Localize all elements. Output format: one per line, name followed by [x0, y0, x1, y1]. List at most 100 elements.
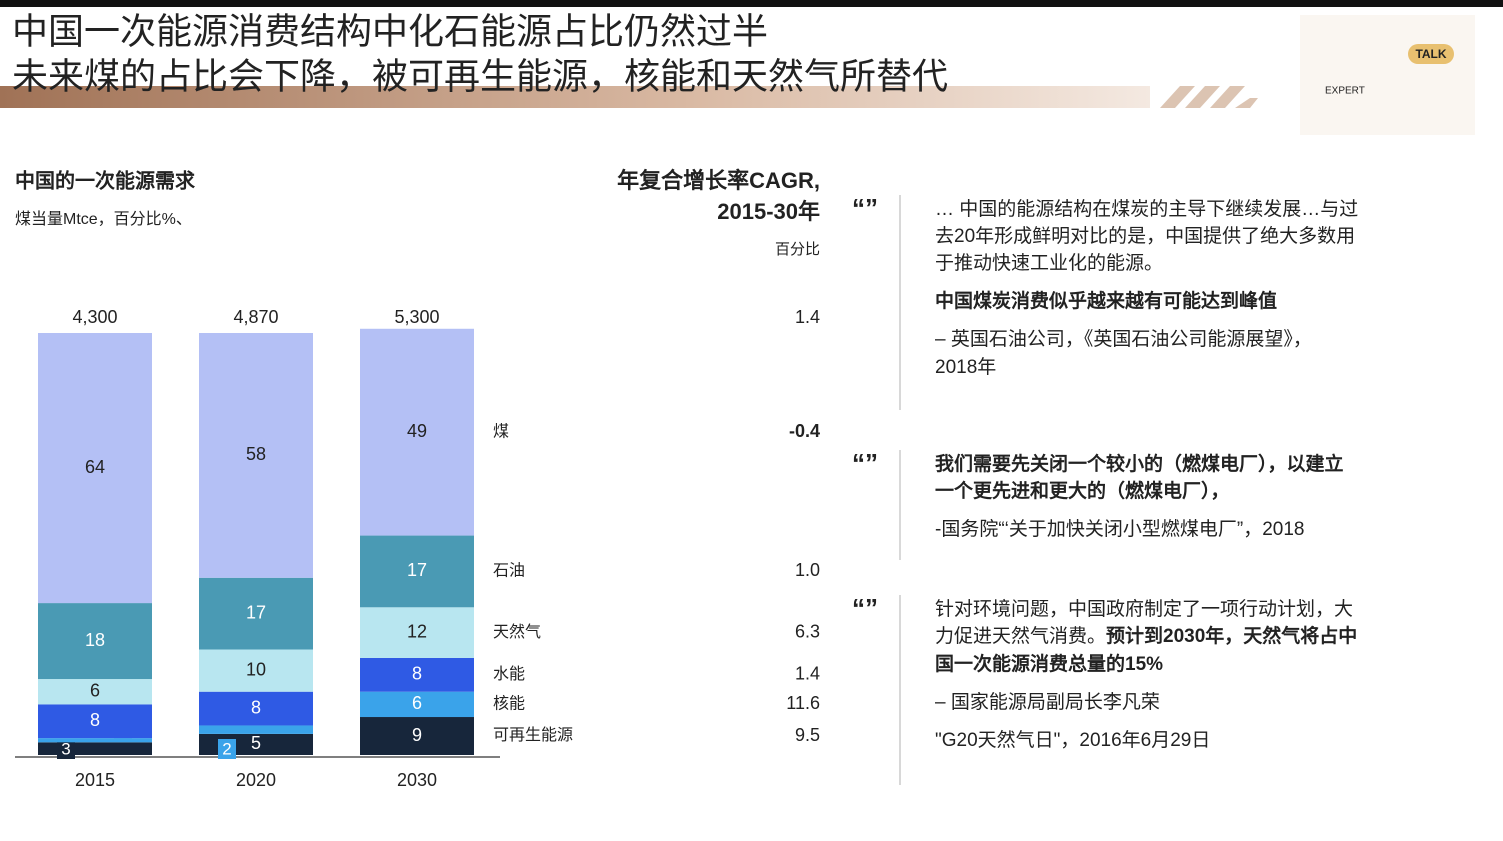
cagr-unit: 百分比	[775, 241, 820, 258]
cagr-value: 9.5	[795, 725, 820, 745]
quote-line: 力促进天然气消费。预计到2030年，天然气将占中	[935, 624, 1357, 647]
bar-segment	[38, 603, 152, 680]
quote-line: "G20天然气日"，2016年6月29日	[935, 729, 1210, 751]
quote-line: 国一次能源消费总量的15%	[935, 652, 1163, 675]
segment-label: 64	[85, 457, 105, 477]
total-label: 4,870	[233, 307, 278, 327]
bar-segment	[360, 535, 474, 608]
segment-label: 8	[90, 710, 100, 730]
svg-text:“”: “”	[852, 593, 878, 623]
top-strip	[0, 0, 1503, 7]
bar-segment	[38, 738, 152, 743]
logo-text: EXPERT	[1325, 86, 1365, 97]
cagr-title: 年复合增长率CAGR,	[617, 168, 820, 193]
cagr-value: -0.4	[789, 421, 820, 441]
quote-line: 中国煤炭消费似乎越来越有可能达到峰值	[935, 289, 1277, 312]
total-label: 5,300	[394, 307, 439, 327]
chart-title: 中国的一次能源需求	[15, 168, 196, 192]
quote-text: – 国家能源局副局长李凡荣	[935, 691, 1160, 713]
logo-badge	[1408, 44, 1454, 64]
chart-subtitle: 煤当量Mtce，百分比%、	[15, 210, 192, 228]
quote-line: – 英国石油公司，《英国石油公司能源展望》，	[935, 328, 1312, 350]
segment-label: 58	[246, 444, 266, 464]
quote-text: 2018年	[935, 356, 996, 378]
bar-segment	[38, 742, 152, 755]
segment-label: 17	[246, 602, 266, 622]
segment-label: 12	[407, 621, 427, 641]
segment-label: 6	[90, 680, 100, 700]
bar-segment	[360, 328, 474, 536]
quote-line: 去20年形成鲜明对比的是，中国提供了绝大多数用	[935, 225, 1355, 247]
quote-line: … 中国的能源结构在煤炭的主导下继续发展…与过	[935, 198, 1358, 220]
bar-segment	[199, 725, 313, 734]
bar-segment	[38, 679, 152, 705]
segment-label: 6	[412, 693, 422, 713]
segment-label: 3	[61, 739, 70, 758]
total-label: 4,300	[72, 307, 117, 327]
segment-label: 5	[251, 733, 261, 753]
band-slashes	[1160, 86, 1258, 108]
cagr-value: 11.6	[786, 693, 820, 713]
callout-box	[57, 739, 75, 759]
legend-label: 石油	[493, 562, 525, 580]
cagr-value: 1.4	[795, 307, 820, 327]
quote-text: -国务院“‘关于加快关闭小型燃煤电厂”，2018	[935, 518, 1304, 540]
logo-text: TALK	[1415, 47, 1446, 61]
quote-line: 2018年	[935, 356, 996, 378]
quote-text: 去20年形成鲜明对比的是，中国提供了绝大多数用	[935, 225, 1355, 247]
segment-label: 49	[407, 421, 427, 441]
cagr-value: 1.4	[795, 664, 820, 684]
quote-text: 一个更先进和更大的（燃煤电厂），	[935, 479, 1230, 502]
bar-segment	[360, 691, 474, 718]
quote-text: 针对环境问题，中国政府制定了一项行动计划，大	[935, 598, 1353, 620]
callout-box	[218, 739, 236, 759]
quote-text: 力促进天然气消费。	[935, 625, 1106, 647]
bar-segment	[199, 691, 313, 726]
cagr-title: 2015-30年	[717, 199, 820, 224]
quote-text: … 中国的能源结构在煤炭的主导下继续发展…与过	[935, 198, 1358, 220]
bar-segment	[38, 333, 152, 604]
segment-label: 17	[407, 560, 427, 580]
legend-label: 煤	[493, 422, 509, 440]
segment-label: 2	[222, 739, 231, 758]
segment-label: 18	[85, 630, 105, 650]
quote-text: "G20天然气日"，2016年6月29日	[935, 729, 1210, 751]
logo-bg	[1300, 15, 1475, 135]
quote-line: – 国家能源局副局长李凡荣	[935, 691, 1160, 713]
segment-label: 8	[412, 664, 422, 684]
segment-label: 9	[412, 725, 422, 745]
cagr-value: 6.3	[795, 621, 820, 641]
quote-line: 一个更先进和更大的（燃煤电厂），	[935, 479, 1230, 502]
quote-text: 中国煤炭消费似乎越来越有可能达到峰值	[935, 289, 1277, 312]
quote-marks: “” “” “”	[852, 193, 878, 623]
title-band	[0, 86, 1150, 108]
quote-line: 我们需要先关闭一个较小的（燃煤电厂），以建立	[935, 452, 1344, 475]
legend-label: 水能	[493, 665, 525, 683]
quote-line: -国务院“‘关于加快关闭小型燃煤电厂”，2018	[935, 518, 1304, 540]
cagr-value: 1.0	[795, 560, 820, 580]
bar-segment	[199, 333, 313, 578]
svg-text:“”: “”	[852, 193, 878, 223]
quote-text: – 英国石油公司，《英国石油公司能源展望》，	[935, 328, 1312, 350]
segment-label: 8	[251, 697, 261, 717]
svg-text:“”: “”	[852, 448, 878, 478]
legend-label: 核能	[493, 695, 525, 713]
x-tick-label: 2020	[236, 770, 276, 790]
quote-line: 针对环境问题，中国政府制定了一项行动计划，大	[935, 598, 1353, 620]
bar-segment	[199, 649, 313, 692]
legend-label: 可再生能源	[493, 726, 573, 744]
legend-label: 天然气	[493, 623, 541, 641]
bar-segment	[360, 657, 474, 692]
quote-text: 我们需要先关闭一个较小的（燃煤电厂），以建立	[935, 452, 1344, 475]
x-tick-label: 2030	[397, 770, 437, 790]
quote-text: 国一次能源消费总量的15%	[935, 652, 1163, 675]
x-tick-label: 2015	[75, 770, 115, 790]
quote-line: 于推动快速工业化的能源。	[935, 252, 1163, 274]
quote-text: 预计到2030年，天然气将占中	[1106, 624, 1357, 647]
bar-segment	[199, 577, 313, 650]
segment-label: 10	[246, 659, 266, 679]
bar-segment	[360, 607, 474, 658]
title-line: 中国一次能源消费结构中化石能源占比仍然过半	[12, 11, 768, 52]
quote-text: 于推动快速工业化的能源。	[935, 252, 1163, 274]
